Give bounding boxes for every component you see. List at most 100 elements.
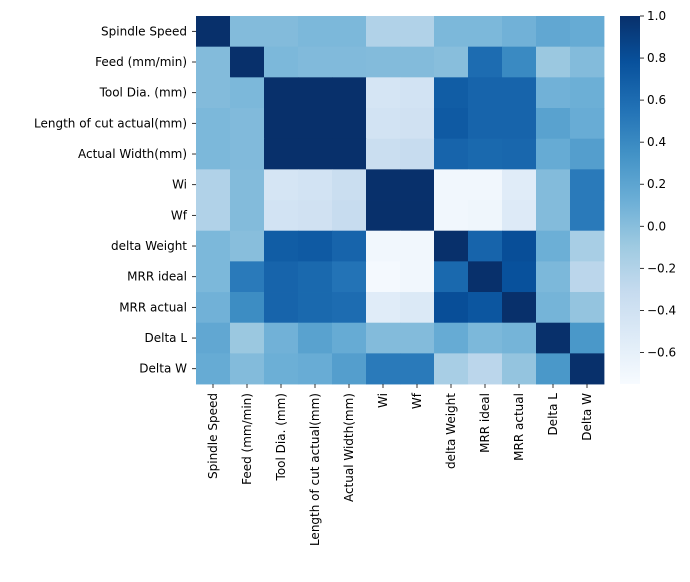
cell-wi-x-wf — [400, 169, 435, 201]
colorbar-tick-label: −0.6 — [647, 345, 676, 359]
cell-actual-width-mm-x-delta-weight — [434, 138, 469, 170]
cell-wi-x-delta-w — [570, 169, 605, 201]
y-tick-label: Feed (mm/min) — [95, 55, 187, 69]
y-tick-label: Delta W — [139, 362, 187, 376]
colorbar-tick-label: 0.0 — [647, 219, 666, 233]
colorbar-tick-label: 0.6 — [647, 93, 666, 107]
cell-actual-width-mm-x-mrr-ideal — [468, 138, 503, 170]
cell-tool-dia-mm-x-length-of-cut-actual-mm — [298, 77, 333, 109]
x-tick-label: Spindle Speed — [206, 393, 220, 479]
cell-wf-x-wi — [366, 200, 401, 232]
x-tick-label: Delta W — [580, 393, 594, 441]
cell-feed-mm-min-x-mrr-actual — [502, 46, 537, 78]
cell-delta-weight-x-tool-dia-mm — [264, 230, 299, 262]
cell-feed-mm-min-x-spindle-speed — [196, 46, 231, 78]
x-tick-label: delta Weight — [444, 393, 458, 469]
cell-feed-mm-min-x-actual-width-mm — [332, 46, 367, 78]
cell-mrr-ideal-x-delta-l — [536, 261, 571, 293]
cell-actual-width-mm-x-delta-l — [536, 138, 571, 170]
cell-delta-weight-x-length-of-cut-actual-mm — [298, 230, 333, 262]
cell-delta-w-x-delta-w — [570, 353, 605, 385]
colorbar — [620, 16, 640, 384]
cell-delta-l-x-mrr-ideal — [468, 322, 503, 354]
y-tick-label: Wi — [172, 178, 187, 192]
cell-mrr-actual-x-delta-w — [570, 292, 605, 324]
cell-spindle-speed-x-spindle-speed — [196, 16, 231, 48]
cell-delta-weight-x-delta-l — [536, 230, 571, 262]
cell-wf-x-delta-weight — [434, 200, 469, 232]
cell-wi-x-mrr-ideal — [468, 169, 503, 201]
cell-actual-width-mm-x-delta-w — [570, 138, 605, 170]
cell-spindle-speed-x-tool-dia-mm — [264, 16, 299, 48]
cell-delta-w-x-mrr-actual — [502, 353, 537, 385]
cell-mrr-actual-x-delta-l — [536, 292, 571, 324]
cell-wf-x-wf — [400, 200, 435, 232]
cell-delta-weight-x-mrr-actual — [502, 230, 537, 262]
cell-wf-x-mrr-actual — [502, 200, 537, 232]
cell-delta-w-x-actual-width-mm — [332, 353, 367, 385]
y-tick-label: Tool Dia. (mm) — [99, 86, 187, 100]
x-tick-label: Wi — [376, 393, 390, 408]
cell-wi-x-delta-weight — [434, 169, 469, 201]
cell-delta-l-x-delta-l — [536, 322, 571, 354]
cell-feed-mm-min-x-feed-mm-min — [230, 46, 265, 78]
cell-wi-x-feed-mm-min — [230, 169, 265, 201]
cell-tool-dia-mm-x-mrr-ideal — [468, 77, 503, 109]
cell-length-of-cut-actual-mm-x-tool-dia-mm — [264, 108, 299, 140]
x-tick-label: Delta L — [546, 393, 560, 436]
cell-delta-weight-x-delta-w — [570, 230, 605, 262]
cell-wi-x-tool-dia-mm — [264, 169, 299, 201]
cell-actual-width-mm-x-spindle-speed — [196, 138, 231, 170]
cell-mrr-actual-x-mrr-actual — [502, 292, 537, 324]
cell-spindle-speed-x-wi — [366, 16, 401, 48]
cell-delta-weight-x-wi — [366, 230, 401, 262]
y-tick-label: Actual Width(mm) — [78, 147, 187, 161]
cell-wf-x-mrr-ideal — [468, 200, 503, 232]
cell-delta-w-x-tool-dia-mm — [264, 353, 299, 385]
cell-wf-x-actual-width-mm — [332, 200, 367, 232]
cell-wi-x-spindle-speed — [196, 169, 231, 201]
cell-length-of-cut-actual-mm-x-feed-mm-min — [230, 108, 265, 140]
cell-feed-mm-min-x-wf — [400, 46, 435, 78]
cell-spindle-speed-x-delta-l — [536, 16, 571, 48]
cell-length-of-cut-actual-mm-x-delta-l — [536, 108, 571, 140]
cell-spindle-speed-x-mrr-ideal — [468, 16, 503, 48]
y-tick-label: Delta L — [144, 331, 187, 345]
cell-actual-width-mm-x-actual-width-mm — [332, 138, 367, 170]
cell-delta-weight-x-feed-mm-min — [230, 230, 265, 262]
heatmap-cells — [196, 16, 605, 385]
cell-feed-mm-min-x-delta-l — [536, 46, 571, 78]
cell-mrr-actual-x-tool-dia-mm — [264, 292, 299, 324]
colorbar-tick-label: 0.2 — [647, 177, 666, 191]
cell-delta-w-x-delta-weight — [434, 353, 469, 385]
cell-spindle-speed-x-actual-width-mm — [332, 16, 367, 48]
cell-mrr-ideal-x-delta-weight — [434, 261, 469, 293]
cell-wi-x-length-of-cut-actual-mm — [298, 169, 333, 201]
cell-actual-width-mm-x-tool-dia-mm — [264, 138, 299, 170]
cell-tool-dia-mm-x-tool-dia-mm — [264, 77, 299, 109]
cell-length-of-cut-actual-mm-x-spindle-speed — [196, 108, 231, 140]
x-tick-label: Length of cut actual(mm) — [308, 393, 322, 546]
cell-feed-mm-min-x-wi — [366, 46, 401, 78]
cell-tool-dia-mm-x-feed-mm-min — [230, 77, 265, 109]
cell-wf-x-feed-mm-min — [230, 200, 265, 232]
cell-length-of-cut-actual-mm-x-length-of-cut-actual-mm — [298, 108, 333, 140]
cell-tool-dia-mm-x-delta-weight — [434, 77, 469, 109]
colorbar-tick-label: −0.2 — [647, 261, 676, 275]
cell-length-of-cut-actual-mm-x-wf — [400, 108, 435, 140]
cell-mrr-ideal-x-feed-mm-min — [230, 261, 265, 293]
cell-delta-l-x-delta-w — [570, 322, 605, 354]
y-tick-label: Spindle Speed — [101, 24, 187, 38]
x-tick-label: Actual Width(mm) — [342, 393, 356, 502]
cell-mrr-ideal-x-actual-width-mm — [332, 261, 367, 293]
cell-delta-w-x-delta-l — [536, 353, 571, 385]
colorbar-tick-label: 0.4 — [647, 135, 666, 149]
colorbar-tick-label: −0.4 — [647, 303, 676, 317]
cell-mrr-ideal-x-mrr-ideal — [468, 261, 503, 293]
cell-delta-l-x-wi — [366, 322, 401, 354]
cell-spindle-speed-x-delta-w — [570, 16, 605, 48]
y-tick-label: MRR actual — [119, 300, 187, 314]
y-tick-label: MRR ideal — [127, 270, 187, 284]
cell-mrr-actual-x-mrr-ideal — [468, 292, 503, 324]
